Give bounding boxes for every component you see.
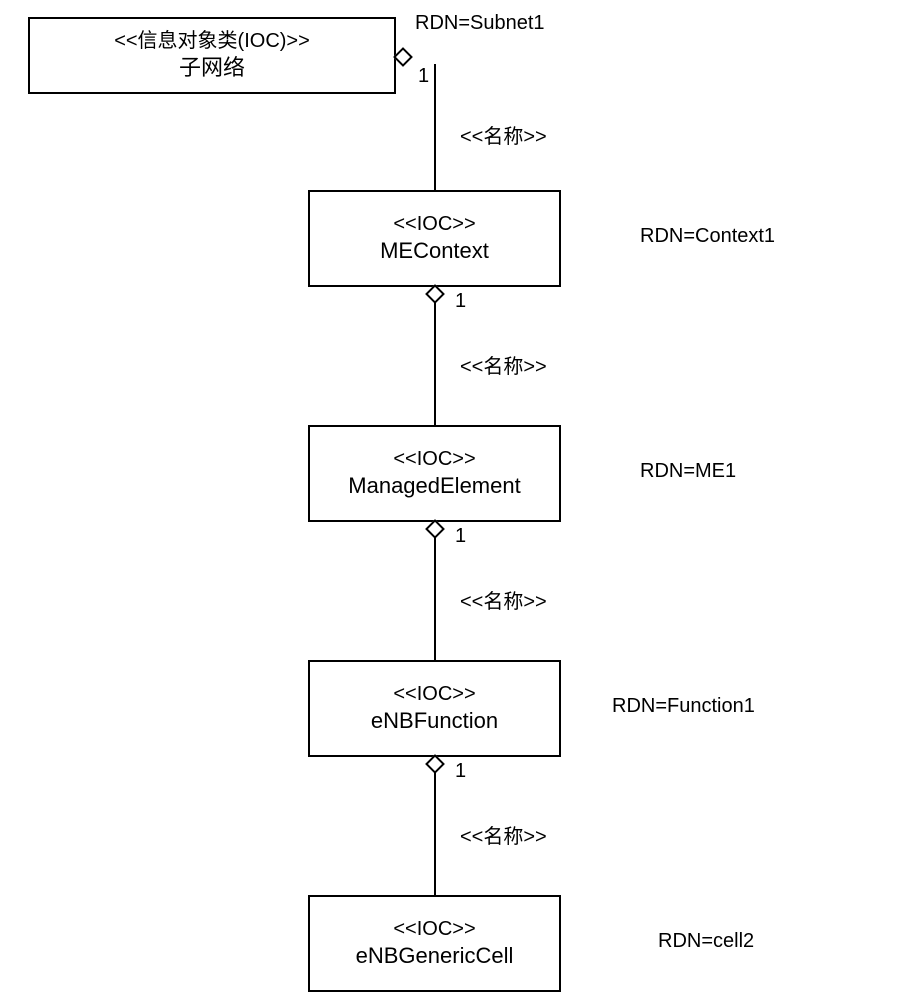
node-name: ManagedElement (348, 472, 520, 501)
node-name: eNBGenericCell (356, 942, 514, 971)
node-mecontext: <<IOC>> MEContext (308, 190, 561, 287)
rdn-label-enbgenericcell: RDN=cell2 (658, 930, 754, 953)
edge-label: <<名称>> (460, 585, 547, 614)
aggregation-diamond (393, 47, 413, 67)
rdn-label-managedelement: RDN=ME1 (640, 460, 736, 483)
node-enbgenericcell: <<IOC>> eNBGenericCell (308, 895, 561, 992)
stereotype-label: <<IOC>> (393, 211, 475, 237)
edge-line (434, 771, 436, 895)
multiplicity-label: 1 (455, 525, 466, 548)
multiplicity-label: 1 (455, 290, 466, 313)
node-managedelement: <<IOC>> ManagedElement (308, 425, 561, 522)
stereotype-label: <<IOC>> (393, 916, 475, 942)
edge-label: <<名称>> (460, 820, 547, 849)
node-subnet: <<信息对象类(IOC)>> 子网络 (28, 17, 396, 94)
multiplicity-label: 1 (455, 760, 466, 783)
node-name: eNBFunction (371, 707, 498, 736)
node-name: 子网络 (179, 54, 245, 83)
edge-label: <<名称>> (460, 350, 547, 379)
node-enbfunction: <<IOC>> eNBFunction (308, 660, 561, 757)
stereotype-label: <<信息对象类(IOC)>> (114, 28, 310, 54)
edge-line (434, 536, 436, 660)
stereotype-label: <<IOC>> (393, 446, 475, 472)
rdn-label-subnet: RDN=Subnet1 (415, 12, 545, 35)
node-name: MEContext (380, 237, 489, 266)
edge-line (434, 64, 436, 190)
stereotype-label: <<IOC>> (393, 681, 475, 707)
multiplicity-label: 1 (418, 65, 429, 88)
edge-label: <<名称>> (460, 120, 547, 149)
edge-line (434, 301, 436, 425)
rdn-label-mecontext: RDN=Context1 (640, 225, 775, 248)
rdn-label-enbfunction: RDN=Function1 (612, 695, 755, 718)
